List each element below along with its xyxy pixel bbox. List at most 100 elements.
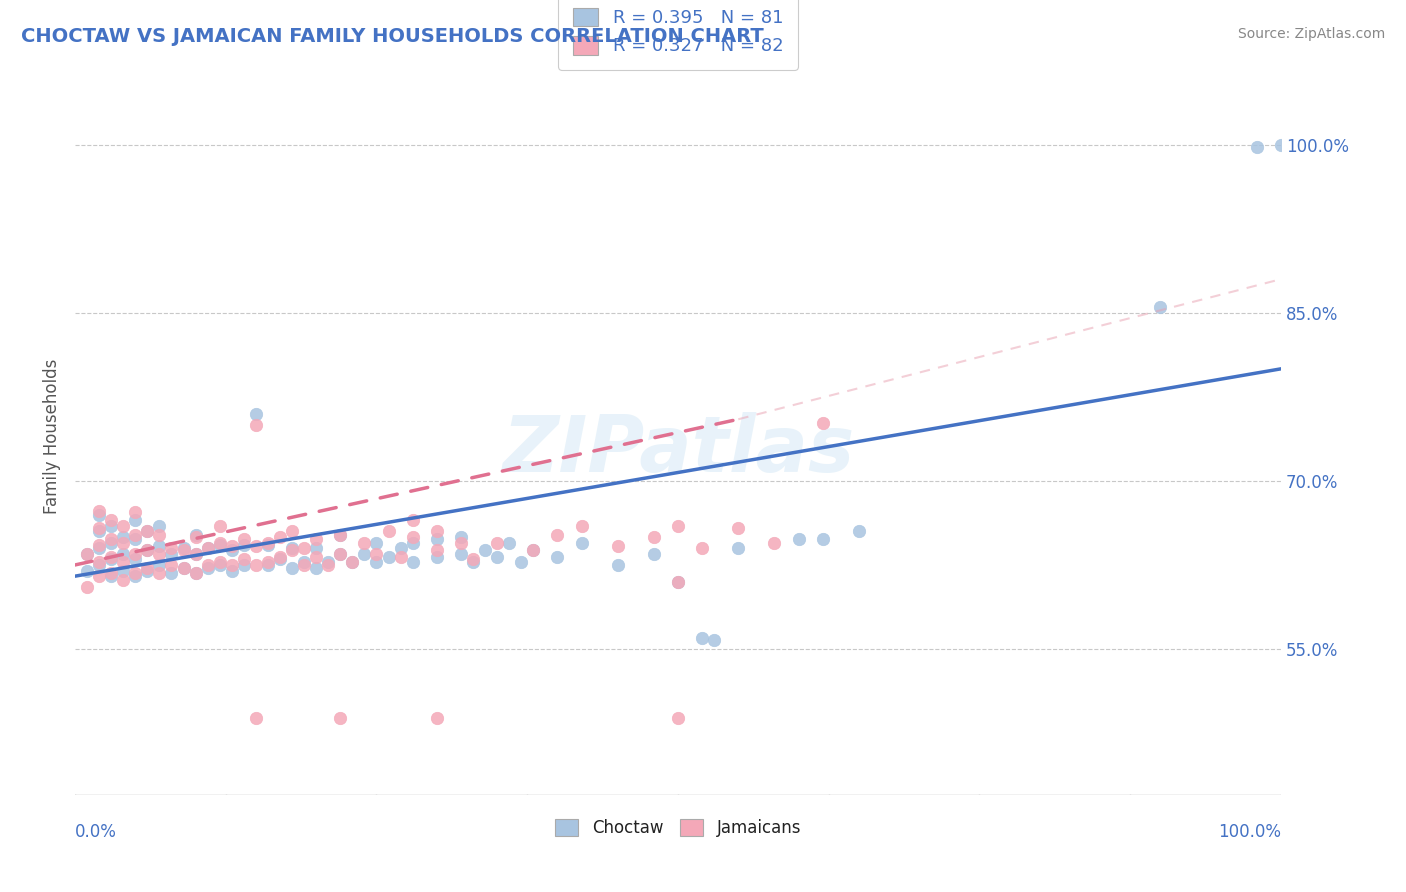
Point (89, 504, 111, 518)
Point (727, 541, 749, 556)
Point (136, 561, 159, 575)
Point (160, 541, 183, 556)
Point (257, 555, 280, 569)
Point (184, 547, 207, 561)
Point (100, 550, 122, 565)
Point (173, 541, 195, 556)
Point (136, 524, 159, 539)
Point (292, 541, 315, 556)
Point (763, 535, 786, 549)
Point (606, 539, 628, 553)
Point (112, 555, 135, 569)
Point (571, 518, 593, 533)
Point (245, 539, 267, 553)
Legend: Choctaw, Jamaicans: Choctaw, Jamaicans (548, 813, 807, 844)
Point (402, 530, 425, 544)
Point (329, 527, 352, 541)
Point (89, 538, 111, 552)
Point (727, 521, 749, 535)
Point (643, 547, 665, 561)
Point (100, 518, 122, 533)
Point (498, 535, 520, 549)
Point (389, 550, 412, 565)
Point (353, 535, 375, 549)
Point (148, 527, 170, 541)
Point (89, 521, 111, 535)
Text: ZIPatlas: ZIPatlas (502, 412, 853, 489)
Point (450, 535, 472, 549)
Point (703, 633, 725, 648)
Point (486, 535, 509, 549)
Point (100, 513, 122, 527)
Point (100, 566, 122, 580)
Point (426, 550, 449, 565)
Point (281, 524, 304, 539)
Point (197, 541, 219, 556)
Point (366, 555, 388, 569)
Point (426, 532, 449, 546)
Point (366, 547, 388, 561)
Point (353, 547, 375, 561)
Point (148, 547, 170, 561)
Point (281, 543, 304, 558)
Point (377, 524, 399, 539)
Point (232, 552, 254, 566)
Point (197, 558, 219, 572)
Point (316, 555, 339, 569)
Point (208, 518, 231, 533)
Point (245, 407, 267, 421)
Point (257, 535, 280, 549)
Point (112, 564, 135, 578)
Point (76, 564, 98, 578)
Point (787, 532, 810, 546)
Text: CHOCTAW VS JAMAICAN FAMILY HOUSEHOLDS CORRELATION CHART: CHOCTAW VS JAMAICAN FAMILY HOUSEHOLDS CO… (21, 27, 763, 45)
Point (342, 555, 364, 569)
Point (522, 543, 544, 558)
Point (160, 566, 183, 580)
Point (89, 541, 111, 556)
Point (305, 541, 328, 556)
Point (221, 539, 243, 553)
Point (100, 535, 122, 549)
Point (184, 527, 207, 541)
Point (377, 550, 399, 565)
Point (136, 524, 159, 539)
Point (136, 564, 159, 578)
Point (148, 566, 170, 580)
Point (173, 543, 195, 558)
Point (571, 535, 593, 549)
Point (546, 527, 568, 541)
Point (305, 550, 328, 565)
Point (124, 566, 146, 580)
Point (76, 580, 98, 594)
Point (100, 552, 122, 566)
Point (124, 532, 146, 546)
Point (208, 555, 231, 569)
Point (112, 535, 135, 549)
Point (89, 524, 111, 539)
Point (173, 561, 195, 575)
Point (136, 543, 159, 558)
Point (124, 527, 146, 541)
Point (292, 555, 315, 569)
Point (281, 561, 304, 575)
Point (510, 555, 533, 569)
Point (89, 558, 111, 572)
Point (666, 711, 689, 725)
Point (474, 543, 496, 558)
Point (606, 558, 628, 572)
Point (402, 555, 425, 569)
Point (305, 561, 328, 575)
Point (1246, 140, 1268, 154)
Point (197, 561, 219, 575)
Point (546, 550, 568, 565)
Point (184, 530, 207, 544)
Point (666, 518, 689, 533)
Point (690, 541, 713, 556)
Point (232, 558, 254, 572)
Point (811, 532, 834, 546)
Text: 0.0%: 0.0% (75, 822, 117, 841)
Point (329, 547, 352, 561)
Point (305, 532, 328, 546)
Point (811, 416, 834, 430)
